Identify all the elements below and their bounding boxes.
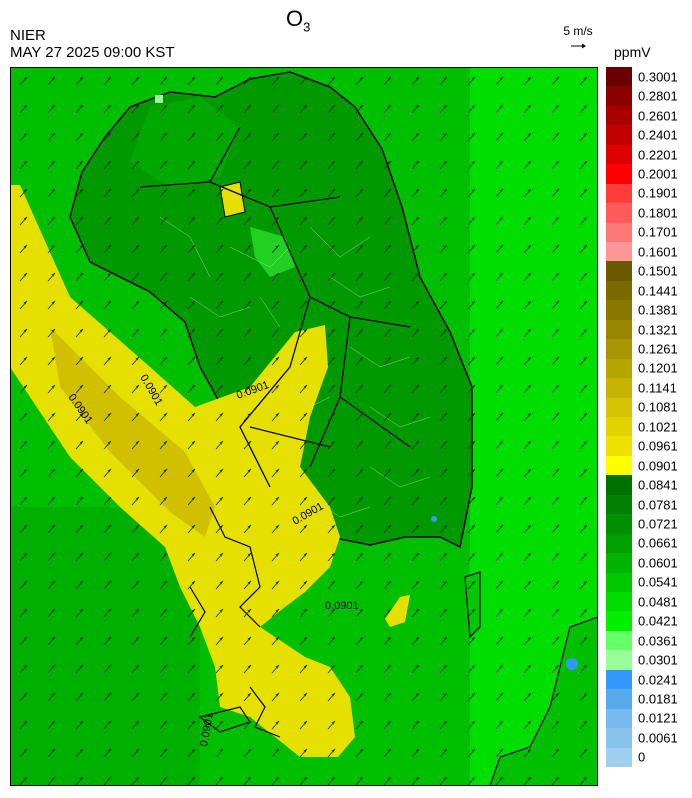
colorbar-tick-label: 0.1201 [638, 360, 678, 376]
colorbar-segment [606, 592, 632, 612]
colorbar-unit: ppmV [614, 44, 651, 60]
colorbar-tick-label: 0.0241 [638, 672, 678, 687]
colorbar-segment [606, 203, 632, 224]
colorbar-tick-label: 0.0661 [638, 535, 678, 551]
colorbar-segment [606, 261, 632, 282]
colorbar-tick-label: 0.0721 [638, 516, 678, 532]
colorbar-tick-label: 0.1381 [638, 302, 678, 318]
colorbar-segment [606, 67, 632, 87]
colorbar [606, 67, 632, 768]
colorbar-segment [606, 280, 632, 301]
colorbar-tick-label: 0.0061 [638, 730, 678, 746]
colorbar-tick-label: 0.0181 [638, 691, 678, 707]
colorbar-segment [606, 728, 632, 749]
colorbar-segment [606, 689, 632, 710]
colorbar-tick-label: 0.1901 [638, 185, 678, 201]
chart-title: O3 [286, 6, 311, 35]
colorbar-tick-label: 0.0121 [638, 710, 678, 726]
colorbar-segment [606, 183, 632, 204]
colorbar-tick-label: 0.1701 [638, 224, 678, 240]
colorbar-segment [606, 358, 632, 379]
colorbar-segment [606, 144, 632, 165]
colorbar-tick-label: 0.2201 [638, 147, 678, 162]
colorbar-tick-label: 0.1141 [638, 380, 677, 396]
timestamp-label: MAY 27 2025 09:00 KST [10, 44, 175, 61]
colorbar-tick-label: 0.0601 [638, 555, 678, 571]
colorbar-tick-label: 0.2601 [638, 108, 678, 124]
colorbar-tick-label: 0.0421 [638, 613, 678, 629]
colorbar-segment [606, 436, 632, 457]
colorbar-tick-label: 0.0841 [638, 477, 678, 493]
wind-reference-arrow-icon [571, 43, 586, 49]
colorbar-tick-label: 0.1081 [638, 399, 678, 415]
colorbar-tick-label: 0.0541 [638, 574, 678, 590]
colorbar-segment [606, 86, 632, 107]
colorbar-tick-label: 0.2401 [638, 127, 678, 143]
colorbar-tick-label: 0.3001 [638, 69, 678, 85]
colorbar-segment [606, 105, 632, 126]
colorbar-tick-label: 0 [638, 749, 646, 765]
colorbar-tick-label: 0.0301 [638, 652, 678, 668]
colorbar-tick-label: 0.2801 [638, 88, 678, 104]
colorbar-segment [606, 319, 632, 340]
colorbar-segment [606, 378, 632, 399]
colorbar-tick-label: 0.0481 [638, 594, 678, 610]
map-frame [10, 67, 598, 786]
colorbar-segment [606, 300, 632, 321]
colorbar-segment [606, 494, 632, 515]
colorbar-segment [606, 708, 632, 729]
colorbar-tick-label: 0.2001 [638, 166, 678, 182]
colorbar-tick-label: 0.1501 [638, 263, 678, 279]
colorbar-segment [606, 553, 632, 574]
org-label: NIER [10, 27, 46, 44]
colorbar-tick-label: 0.0901 [638, 458, 678, 474]
colorbar-segment [606, 164, 632, 185]
wind-vector-field [10, 67, 598, 786]
ozone-map: 0.0901 0.0901 0.0901 0.0901 0.0901 0.090… [10, 67, 598, 786]
colorbar-segment [606, 669, 632, 690]
colorbar-tick-label: 0.1321 [638, 322, 678, 337]
colorbar-segment [606, 475, 632, 496]
wind-reference-label: 5 m/s [563, 24, 593, 38]
colorbar-tick-label: 0.1601 [638, 244, 678, 260]
colorbar-segment [606, 417, 632, 437]
colorbar-segment [606, 125, 632, 146]
colorbar-tick-label: 0.1021 [638, 419, 678, 435]
colorbar-tick-label: 0.1801 [638, 205, 678, 221]
colorbar-segment [606, 650, 632, 671]
colorbar-tick-label: 0.1261 [638, 341, 678, 357]
colorbar-segment [606, 222, 632, 243]
contour-label: 0.0901 [325, 600, 359, 612]
colorbar-segment [606, 747, 632, 768]
colorbar-tick-label: 0.0361 [638, 633, 678, 649]
colorbar-tick-label: 0.0781 [638, 497, 678, 512]
colorbar-segment [606, 572, 632, 593]
colorbar-tick-label: 0.0961 [638, 438, 678, 454]
contour-label: 0.0901 [198, 712, 216, 747]
colorbar-segment [606, 514, 632, 535]
colorbar-segment [606, 397, 632, 418]
colorbar-tick-label: 0.1441 [638, 283, 678, 299]
colorbar-segment [606, 242, 632, 262]
colorbar-segment [606, 630, 632, 651]
colorbar-segment [606, 533, 632, 554]
colorbar-segment [606, 611, 632, 632]
colorbar-segment [606, 455, 632, 476]
colorbar-segment [606, 339, 632, 360]
